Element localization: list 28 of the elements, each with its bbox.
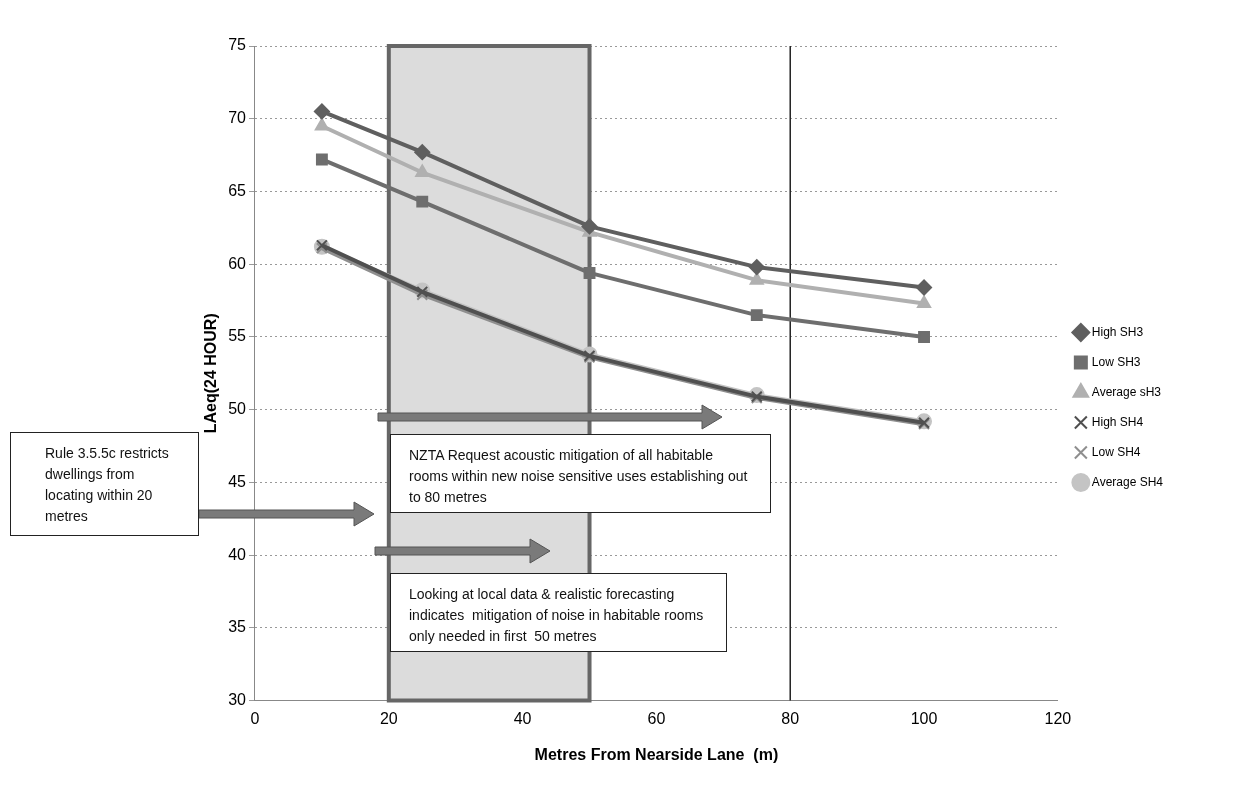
y-axis-title: LAeq(24 HOUR) xyxy=(202,313,220,434)
x-tick-label: 120 xyxy=(1044,709,1072,727)
y-tick-label: 35 xyxy=(228,618,247,636)
legend-label: Low SH3 xyxy=(1091,354,1141,369)
x-axis-title: Metres From Nearside Lane (m) xyxy=(534,745,779,763)
x-tick-label: 80 xyxy=(781,709,800,727)
x-tick-label: 20 xyxy=(379,709,398,727)
y-tick-label: 45 xyxy=(228,472,247,490)
legend-label: Low SH4 xyxy=(1091,444,1141,459)
y-tick-label: 65 xyxy=(228,181,247,199)
y-tick-label: 50 xyxy=(228,400,247,418)
x-tick-label: 60 xyxy=(647,709,666,727)
legend-label: Average SH4 xyxy=(1091,474,1164,489)
y-tick-label: 70 xyxy=(228,109,247,127)
note-box: NZTA Request acoustic mitigation of all habitable rooms within new noise sensitive uses establishing out to 80 metres xyxy=(390,434,771,513)
y-tick-label: 55 xyxy=(228,327,247,345)
y-tick-label: 75 xyxy=(228,36,247,54)
legend-label: High SH3 xyxy=(1091,324,1144,339)
y-tick-label: 30 xyxy=(228,691,247,709)
note-box: Rule 3.5.5c restricts dwellings from locating within 20 metres xyxy=(10,432,199,536)
y-tick-label: 40 xyxy=(228,545,247,563)
note-box: Looking at local data & realistic forecasting indicates mitigation of noise in habitable rooms only needed in first 50 metres xyxy=(390,573,727,652)
y-tick-label: 60 xyxy=(228,254,247,272)
x-tick-label: 40 xyxy=(513,709,532,727)
x-tick-label: 0 xyxy=(250,709,260,727)
x-tick-label: 100 xyxy=(910,709,938,727)
legend-label: High SH4 xyxy=(1091,414,1144,429)
legend-label: Average sH3 xyxy=(1091,384,1162,399)
